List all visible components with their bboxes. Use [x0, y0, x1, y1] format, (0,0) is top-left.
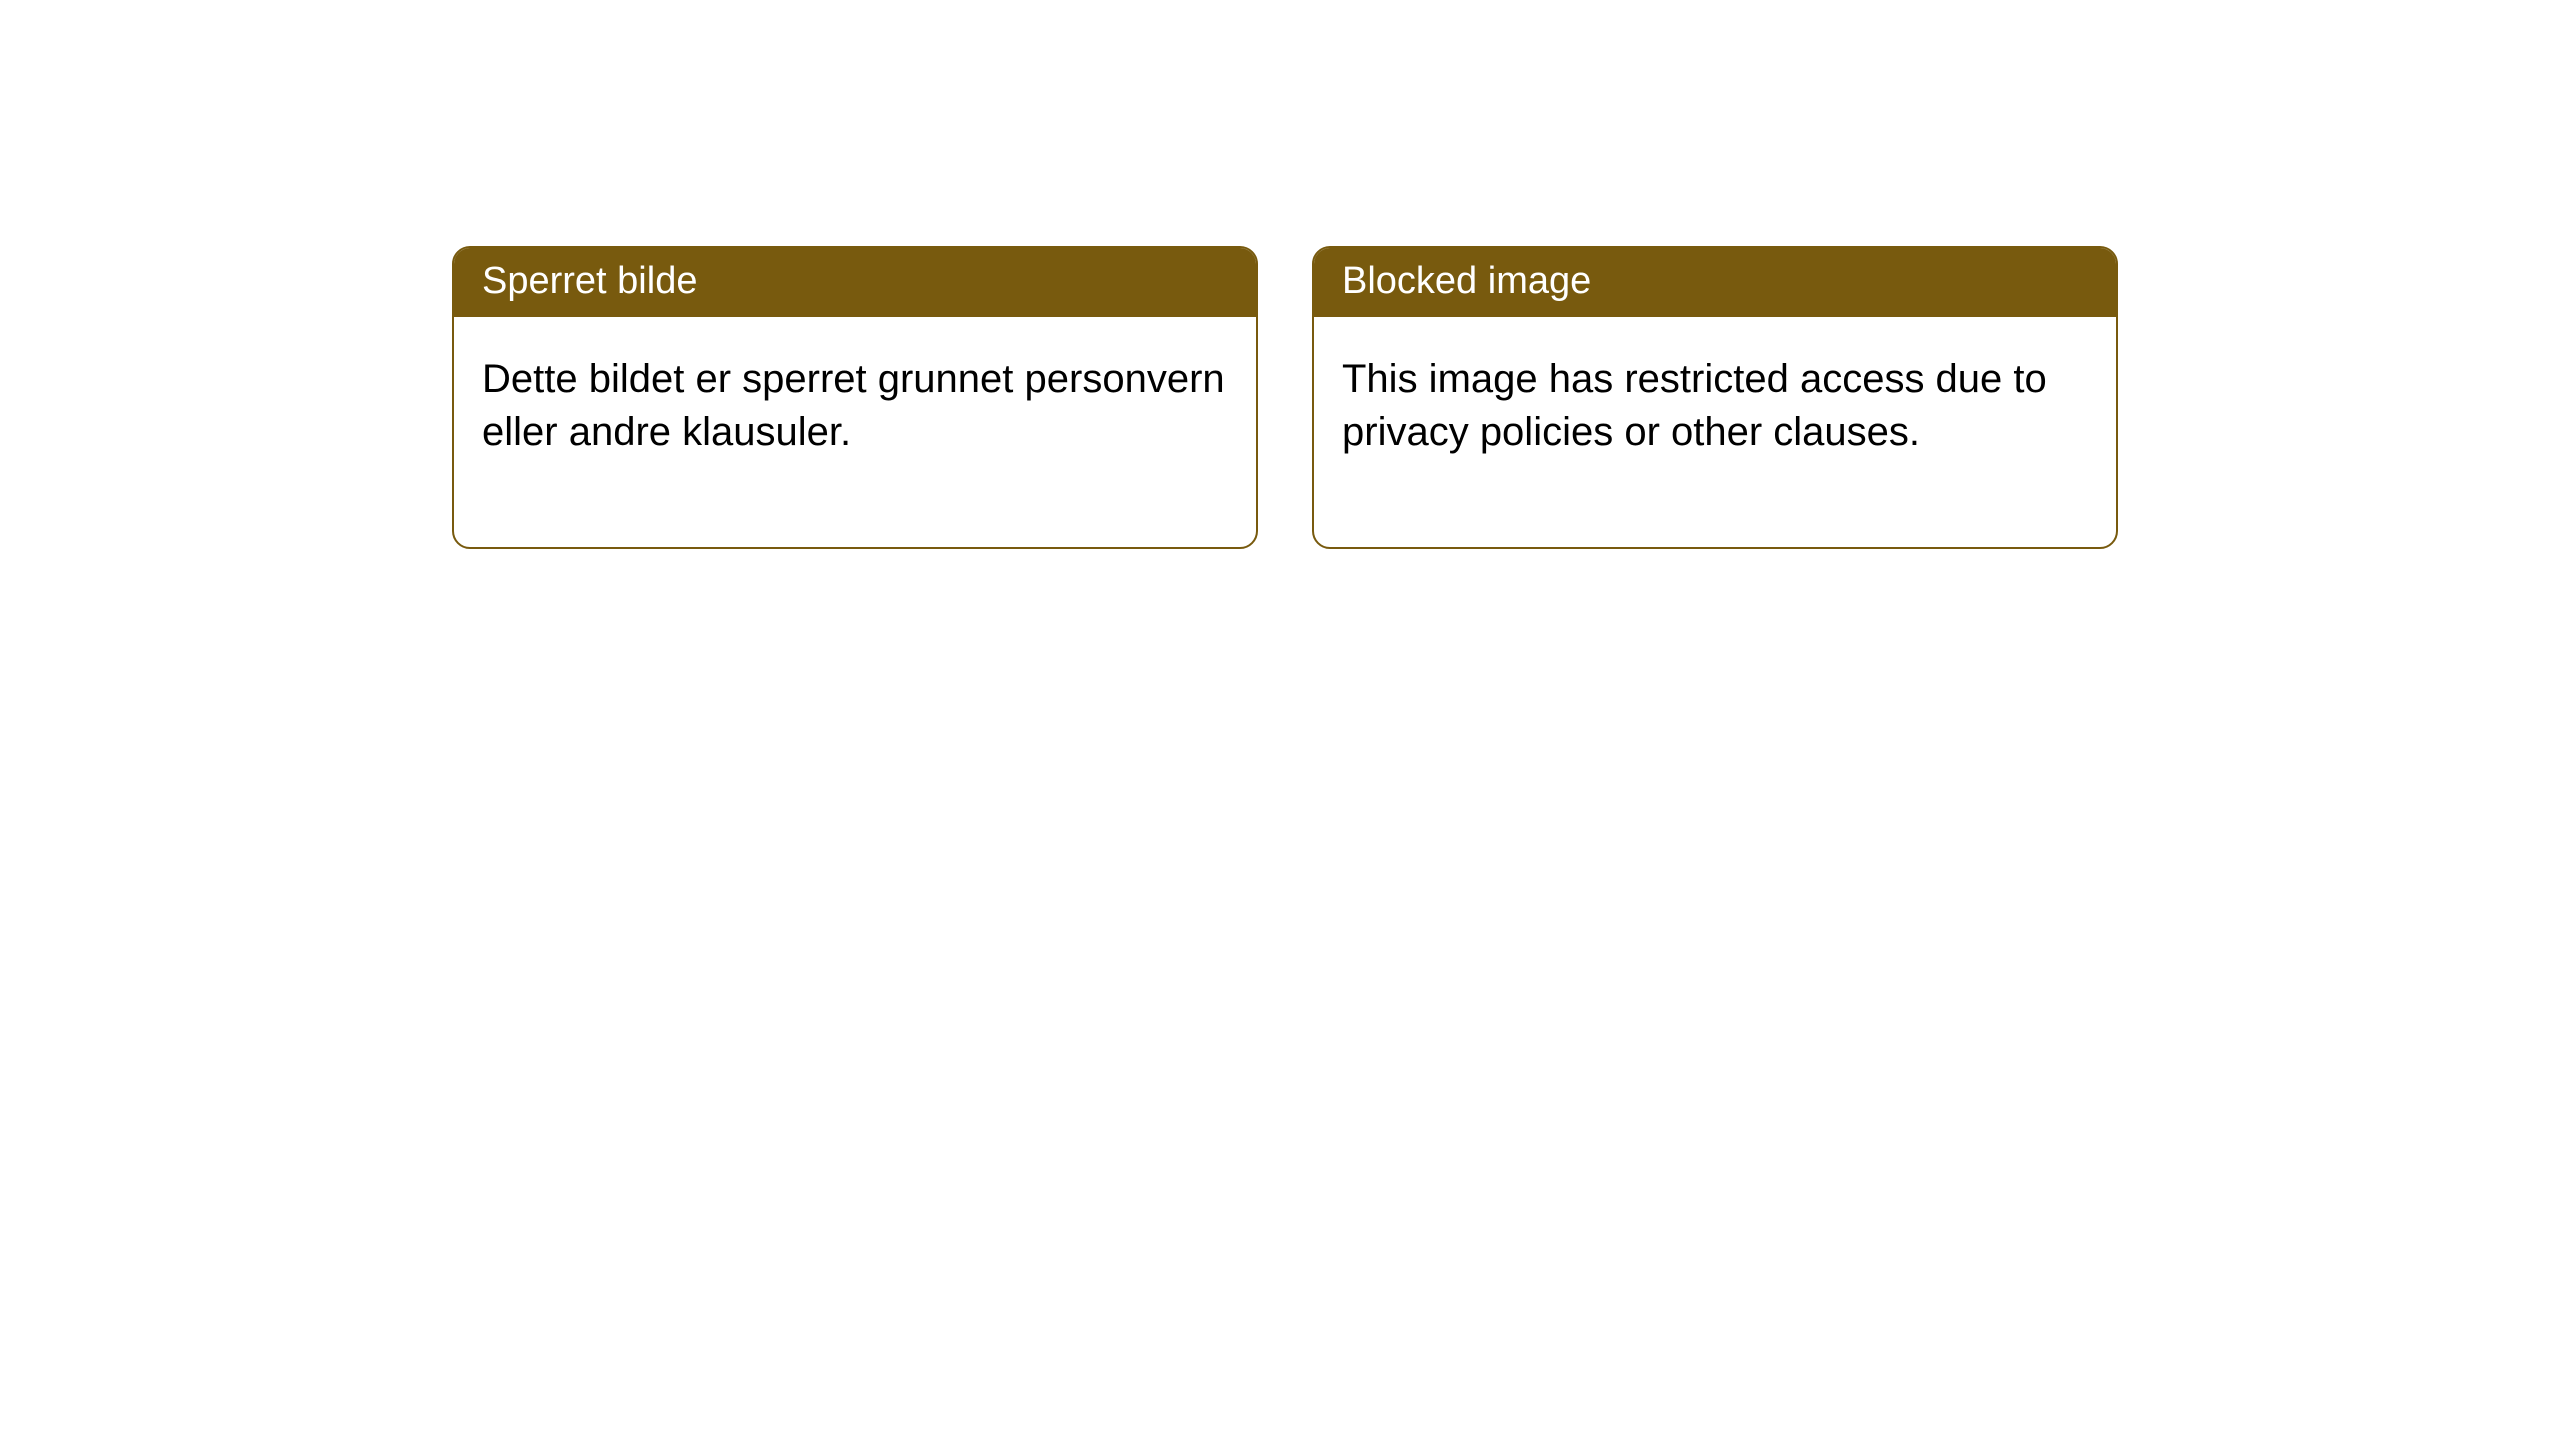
notice-title-norwegian: Sperret bilde	[454, 248, 1256, 317]
notice-body-english: This image has restricted access due to …	[1314, 317, 2116, 547]
notice-cards-container: Sperret bilde Dette bildet er sperret gr…	[452, 246, 2560, 549]
notice-body-norwegian: Dette bildet er sperret grunnet personve…	[454, 317, 1256, 547]
notice-card-norwegian: Sperret bilde Dette bildet er sperret gr…	[452, 246, 1258, 549]
notice-card-english: Blocked image This image has restricted …	[1312, 246, 2118, 549]
notice-title-english: Blocked image	[1314, 248, 2116, 317]
